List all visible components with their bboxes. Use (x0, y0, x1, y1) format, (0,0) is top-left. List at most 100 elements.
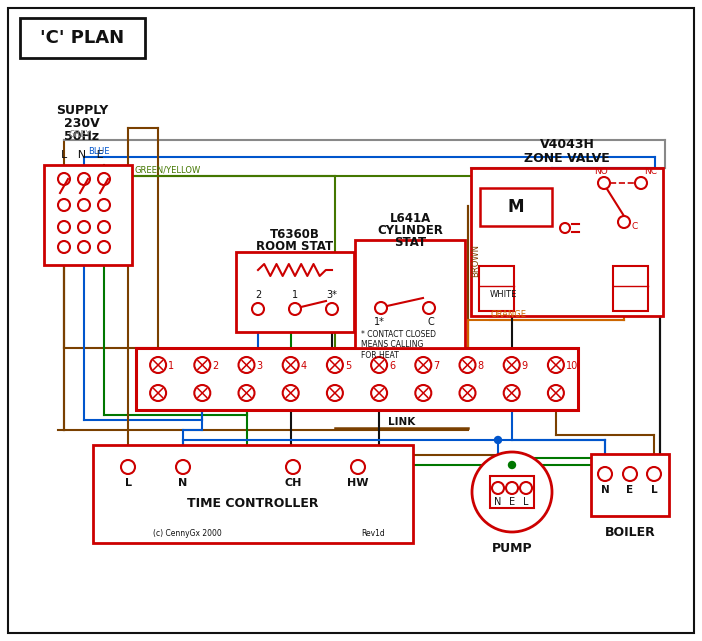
Circle shape (375, 302, 387, 314)
Bar (20, 18, 145, 58)
Circle shape (58, 173, 70, 185)
Circle shape (58, 241, 70, 253)
Circle shape (494, 437, 501, 444)
Text: ROOM STAT: ROOM STAT (256, 240, 333, 253)
Circle shape (98, 199, 110, 211)
Text: STAT: STAT (394, 235, 426, 249)
Text: TIME CONTROLLER: TIME CONTROLLER (187, 497, 319, 510)
Bar (490, 476, 534, 508)
Text: L641A: L641A (390, 212, 430, 224)
Circle shape (286, 460, 300, 474)
Circle shape (78, 241, 90, 253)
Circle shape (623, 467, 637, 481)
Bar (479, 266, 514, 311)
Text: NC: NC (644, 167, 657, 176)
Bar (93, 445, 413, 543)
Bar (471, 168, 663, 316)
Text: 8: 8 (477, 361, 484, 371)
Circle shape (289, 303, 301, 315)
Circle shape (283, 357, 298, 373)
Bar (591, 454, 669, 516)
Circle shape (252, 303, 264, 315)
Text: GREEN/YELLOW: GREEN/YELLOW (134, 165, 200, 174)
Text: 230V: 230V (64, 117, 100, 129)
Text: WHITE: WHITE (490, 290, 517, 299)
Text: ZONE VALVE: ZONE VALVE (524, 151, 610, 165)
Text: (c) CennyGx 2000: (c) CennyGx 2000 (153, 528, 222, 538)
Text: 3: 3 (256, 361, 263, 371)
Text: PUMP: PUMP (491, 542, 532, 554)
Circle shape (520, 482, 532, 494)
Bar (613, 266, 648, 311)
Circle shape (560, 223, 570, 233)
Text: CH: CH (284, 478, 302, 488)
Circle shape (598, 467, 612, 481)
Text: L: L (651, 485, 657, 495)
Circle shape (98, 221, 110, 233)
Text: E: E (626, 485, 634, 495)
Text: * CONTACT CLOSED
MEANS CALLING
FOR HEAT: * CONTACT CLOSED MEANS CALLING FOR HEAT (361, 330, 436, 360)
Text: BROWN: BROWN (471, 244, 480, 276)
Text: 7: 7 (433, 361, 439, 371)
Circle shape (283, 385, 298, 401)
Circle shape (618, 216, 630, 228)
Text: L: L (124, 478, 131, 488)
Circle shape (647, 467, 661, 481)
Circle shape (460, 385, 475, 401)
Text: 1: 1 (168, 361, 174, 371)
Circle shape (327, 385, 343, 401)
Circle shape (472, 452, 552, 532)
Circle shape (58, 199, 70, 211)
Text: SUPPLY: SUPPLY (56, 103, 108, 117)
Circle shape (176, 460, 190, 474)
Circle shape (351, 460, 365, 474)
Text: V4043H: V4043H (540, 138, 595, 151)
Text: T6360B: T6360B (270, 228, 320, 240)
Circle shape (326, 303, 338, 315)
Text: ORANGE: ORANGE (490, 310, 526, 319)
Circle shape (98, 241, 110, 253)
Circle shape (98, 173, 110, 185)
Text: HW: HW (347, 478, 369, 488)
Text: 5: 5 (345, 361, 351, 371)
Text: L   N   E: L N E (60, 150, 103, 160)
Bar (236, 252, 354, 332)
Text: N: N (494, 497, 502, 507)
Text: CYLINDER: CYLINDER (377, 224, 443, 237)
Text: GREY: GREY (68, 129, 91, 138)
Text: L: L (523, 497, 529, 507)
Circle shape (598, 177, 610, 189)
Circle shape (460, 357, 475, 373)
Circle shape (548, 385, 564, 401)
Text: NO: NO (594, 167, 608, 176)
Text: C: C (632, 222, 638, 231)
Text: M: M (508, 198, 524, 216)
Circle shape (508, 462, 515, 469)
Text: N: N (601, 485, 609, 495)
Circle shape (371, 357, 387, 373)
Circle shape (327, 357, 343, 373)
Text: N: N (178, 478, 187, 488)
Text: 2: 2 (255, 290, 261, 300)
Circle shape (78, 221, 90, 233)
Circle shape (548, 357, 564, 373)
Text: 2: 2 (212, 361, 218, 371)
Circle shape (423, 302, 435, 314)
Bar (480, 188, 552, 226)
Circle shape (504, 357, 519, 373)
Circle shape (121, 460, 135, 474)
Text: BLUE: BLUE (88, 147, 110, 156)
Text: 1*: 1* (373, 317, 385, 327)
Bar (355, 240, 465, 348)
Circle shape (504, 385, 519, 401)
Circle shape (78, 199, 90, 211)
Text: 'C' PLAN: 'C' PLAN (40, 29, 124, 47)
Circle shape (239, 357, 255, 373)
Circle shape (416, 385, 431, 401)
Circle shape (194, 385, 211, 401)
Text: LINK: LINK (388, 417, 415, 427)
Text: C: C (428, 317, 435, 327)
Bar (136, 348, 578, 410)
Circle shape (150, 357, 166, 373)
Bar (44, 165, 132, 265)
